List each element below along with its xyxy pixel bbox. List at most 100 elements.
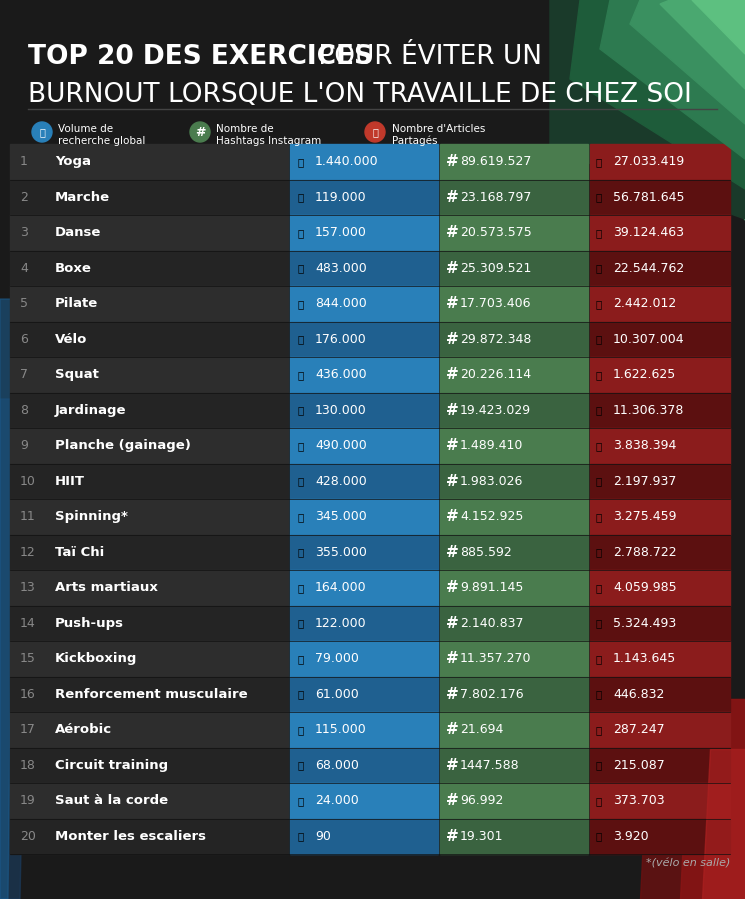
Text: Arts martiaux: Arts martiaux	[55, 582, 158, 594]
Text: 10.307.004: 10.307.004	[613, 333, 685, 346]
Polygon shape	[290, 393, 438, 428]
Polygon shape	[290, 180, 438, 215]
Polygon shape	[440, 144, 588, 180]
Polygon shape	[290, 499, 438, 535]
Polygon shape	[290, 144, 438, 180]
Polygon shape	[10, 251, 288, 286]
Polygon shape	[290, 357, 438, 393]
Polygon shape	[0, 399, 30, 899]
Polygon shape	[290, 677, 438, 712]
Text: #: #	[446, 155, 459, 169]
Text: 📋: 📋	[596, 227, 602, 237]
Polygon shape	[590, 641, 730, 677]
Polygon shape	[290, 322, 438, 357]
Text: 19: 19	[20, 794, 36, 807]
Text: 🔍: 🔍	[298, 654, 304, 663]
Polygon shape	[10, 180, 288, 215]
Text: 12: 12	[20, 546, 36, 559]
Text: 📋: 📋	[596, 547, 602, 557]
Text: Planche (gainage): Planche (gainage)	[55, 440, 191, 452]
Polygon shape	[440, 180, 588, 215]
Polygon shape	[10, 641, 288, 677]
Text: 🔍: 🔍	[298, 369, 304, 379]
Polygon shape	[590, 322, 730, 357]
Text: 📋: 📋	[596, 441, 602, 450]
Text: #: #	[446, 297, 459, 311]
Polygon shape	[10, 747, 288, 783]
Text: 7.802.176: 7.802.176	[460, 688, 524, 700]
Text: 25.309.521: 25.309.521	[460, 262, 531, 275]
Text: 📋: 📋	[596, 405, 602, 415]
Text: 🔍: 🔍	[298, 761, 304, 770]
Polygon shape	[590, 783, 730, 818]
Text: 🔍: 🔍	[298, 405, 304, 415]
Polygon shape	[10, 783, 288, 818]
Polygon shape	[590, 747, 730, 783]
Text: 2.788.722: 2.788.722	[613, 546, 676, 559]
Text: 2.442.012: 2.442.012	[613, 298, 676, 310]
Polygon shape	[565, 0, 745, 40]
Polygon shape	[590, 464, 730, 499]
Text: 287.247: 287.247	[613, 724, 665, 736]
Text: #: #	[446, 722, 459, 737]
Text: Marche: Marche	[55, 191, 110, 204]
Text: Squat: Squat	[55, 369, 99, 381]
Text: 📋: 📋	[596, 476, 602, 486]
Circle shape	[190, 122, 210, 142]
Text: 1.489.410: 1.489.410	[460, 440, 524, 452]
Text: Yoga: Yoga	[55, 156, 91, 168]
Text: 📋: 📋	[596, 156, 602, 166]
Text: Taï Chi: Taï Chi	[55, 546, 104, 559]
Text: 23.168.797: 23.168.797	[460, 191, 531, 204]
Text: Partagés: Partagés	[392, 136, 437, 147]
Polygon shape	[590, 251, 730, 286]
Text: 119.000: 119.000	[315, 191, 367, 204]
Text: #: #	[446, 687, 459, 702]
Text: Spinning*: Spinning*	[55, 511, 128, 523]
Text: 🔍: 🔍	[298, 263, 304, 273]
Text: 🔍: 🔍	[298, 583, 304, 592]
Polygon shape	[550, 0, 745, 219]
Polygon shape	[640, 699, 745, 899]
Polygon shape	[590, 357, 730, 393]
Polygon shape	[590, 393, 730, 428]
Polygon shape	[570, 0, 745, 189]
Text: 11.357.270: 11.357.270	[460, 653, 531, 665]
Text: 90: 90	[315, 830, 331, 842]
Text: #: #	[446, 261, 459, 276]
Text: 📋: 📋	[596, 263, 602, 273]
Text: 🔍: 🔍	[39, 127, 45, 137]
Text: Danse: Danse	[55, 227, 101, 239]
Text: 17: 17	[20, 724, 36, 736]
Polygon shape	[440, 818, 588, 854]
Polygon shape	[440, 393, 588, 428]
Polygon shape	[10, 464, 288, 499]
Text: 157.000: 157.000	[315, 227, 367, 239]
Text: 🔍: 🔍	[298, 192, 304, 202]
Text: 🔍: 🔍	[298, 334, 304, 344]
Circle shape	[365, 122, 385, 142]
Text: 📋: 📋	[596, 654, 602, 663]
Polygon shape	[10, 144, 288, 180]
Text: 📋: 📋	[596, 832, 602, 841]
Text: 21.694: 21.694	[460, 724, 504, 736]
Polygon shape	[583, 0, 745, 85]
Polygon shape	[440, 464, 588, 499]
Text: 164.000: 164.000	[315, 582, 367, 594]
Circle shape	[32, 122, 52, 142]
Polygon shape	[0, 299, 15, 899]
Polygon shape	[590, 215, 730, 251]
Text: #: #	[446, 368, 459, 382]
Text: 5.324.493: 5.324.493	[613, 617, 676, 630]
Polygon shape	[10, 677, 288, 712]
Text: Hashtags Instagram: Hashtags Instagram	[216, 136, 321, 146]
Text: #: #	[446, 793, 459, 808]
Text: 844.000: 844.000	[315, 298, 367, 310]
Polygon shape	[290, 251, 438, 286]
Polygon shape	[290, 570, 438, 606]
Text: #: #	[446, 403, 459, 418]
Text: 9: 9	[20, 440, 28, 452]
Text: Push-ups: Push-ups	[55, 617, 124, 630]
Text: Vélo: Vélo	[55, 333, 87, 346]
Polygon shape	[440, 322, 588, 357]
